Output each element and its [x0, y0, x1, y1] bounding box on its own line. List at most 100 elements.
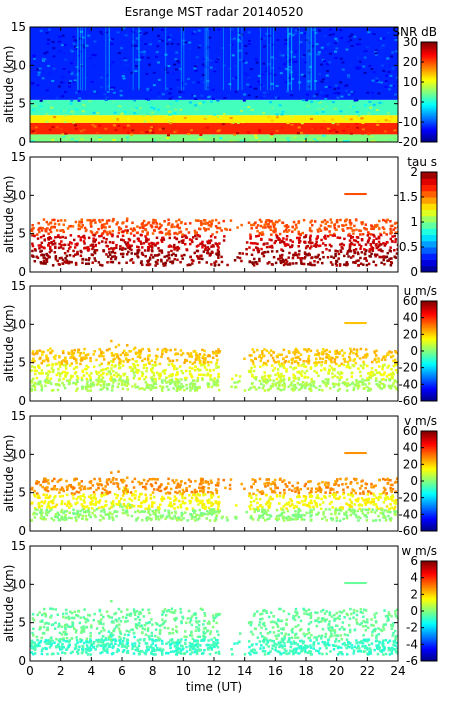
tau-cell	[348, 246, 352, 249]
snr-cell	[324, 85, 328, 88]
tau-cell	[103, 223, 106, 226]
snr-cell	[91, 53, 95, 56]
v-cell	[84, 511, 87, 514]
u-cell	[387, 364, 391, 368]
tau-cell	[100, 224, 104, 228]
snr-cell	[281, 110, 285, 113]
v-cell	[249, 507, 252, 511]
tau-cell	[122, 239, 125, 242]
v-cell	[386, 496, 389, 499]
v-cell	[211, 494, 215, 497]
tau-cell	[318, 244, 322, 247]
tau-cell	[396, 248, 398, 251]
snr-cell	[140, 51, 144, 54]
u-cell	[352, 364, 356, 368]
tau-cell	[161, 236, 164, 240]
snr-streak	[310, 27, 312, 91]
u-cell	[199, 359, 202, 363]
v-cell	[148, 513, 152, 517]
tau-cell	[258, 257, 261, 261]
tau-cell	[72, 254, 75, 258]
u-cell	[355, 380, 358, 384]
v-cell	[154, 508, 158, 512]
tau-cell	[299, 259, 303, 262]
tau-cell	[168, 229, 171, 233]
snr-cell	[235, 132, 239, 135]
tau-cell	[268, 245, 272, 249]
v-cell	[353, 503, 357, 506]
v-cell	[278, 491, 282, 495]
v-cell	[360, 484, 363, 488]
v-cell	[222, 478, 225, 482]
tau-cell	[329, 261, 333, 264]
v-cell	[91, 511, 94, 515]
tau-cell	[69, 245, 72, 249]
snr-cell	[246, 77, 250, 80]
tau-cell	[328, 243, 332, 247]
tau-cell	[253, 261, 257, 264]
snr-cell	[71, 71, 75, 74]
snr-cell	[271, 106, 275, 109]
u-cell	[30, 380, 34, 384]
tau-cell	[179, 260, 182, 264]
snr-cell	[189, 129, 193, 132]
snr-cell	[345, 48, 349, 51]
u-cell	[382, 377, 385, 381]
tau-cell	[284, 258, 288, 262]
snr-cell	[111, 61, 115, 64]
tau-cell	[197, 244, 200, 247]
u-cell	[352, 348, 356, 351]
snr-cell	[131, 129, 135, 132]
v-cell	[137, 505, 140, 508]
u-cell	[201, 348, 204, 352]
colorbar-step	[421, 333, 437, 336]
u-cell	[355, 378, 358, 382]
snr-cell	[194, 70, 198, 73]
u-cell	[318, 384, 322, 388]
v-cell	[284, 503, 287, 506]
tau-cell	[330, 244, 333, 248]
snr-cell	[321, 95, 325, 98]
snr-cell	[174, 58, 178, 61]
u-cell	[364, 379, 367, 382]
v-cell	[329, 517, 333, 520]
tau-cell	[366, 234, 370, 237]
snr-cell	[290, 77, 294, 80]
tau-cell	[182, 239, 185, 242]
tau-cell	[111, 234, 114, 238]
u-cell	[157, 373, 160, 376]
u-cell	[69, 374, 73, 378]
u-cell	[346, 365, 350, 369]
snr-cell	[368, 100, 372, 103]
u-cell	[348, 358, 352, 361]
tau-cell	[370, 252, 373, 256]
u-cell	[210, 385, 214, 389]
u-cell	[72, 367, 76, 370]
v-cell	[44, 477, 47, 481]
u-cell	[95, 378, 98, 382]
u-cell	[215, 350, 218, 353]
tau-cell	[298, 232, 302, 236]
u-cell	[290, 358, 293, 361]
snr-cell	[388, 88, 392, 91]
u-cell	[346, 360, 350, 364]
u-cell	[364, 383, 367, 386]
u-cell	[131, 369, 135, 373]
v-cell	[387, 514, 390, 518]
u-cell	[148, 349, 151, 353]
colorbar-step	[421, 335, 437, 338]
tau-cell	[298, 241, 301, 244]
snr-streak	[207, 27, 209, 91]
tau-cell	[67, 247, 71, 250]
tau-cell	[130, 244, 133, 247]
tau-cell	[238, 256, 242, 260]
u-cell	[79, 362, 82, 366]
tau-cell	[270, 219, 273, 223]
snr-cell	[171, 72, 175, 75]
tau-cell	[282, 237, 285, 240]
u-cell	[154, 386, 158, 389]
tau-cell	[254, 221, 257, 224]
tau-cell	[369, 248, 373, 251]
v-cell	[109, 480, 113, 484]
v-cell	[315, 513, 318, 516]
